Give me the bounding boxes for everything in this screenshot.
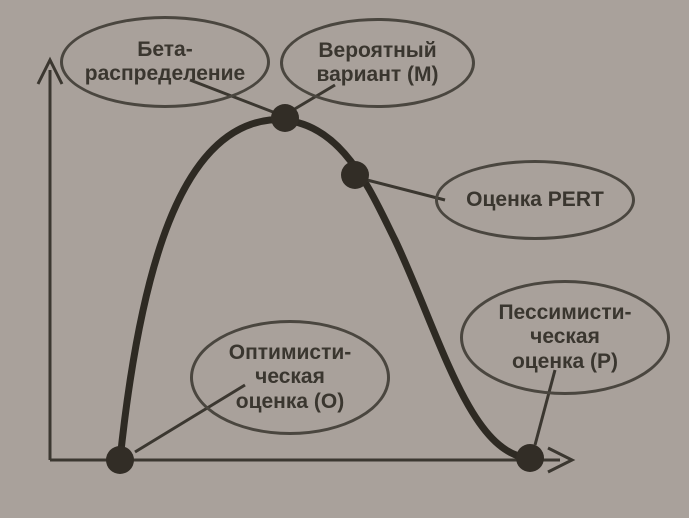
- label-optimistic-text: Оптимисти-ческаяоценка (O): [203, 341, 377, 413]
- label-pert-estimate-text: Оценка PERT: [448, 188, 622, 212]
- label-beta-distribution-text: Бета-распределение: [73, 38, 257, 86]
- label-most-likely: Вероятныйвариант (M): [280, 18, 475, 108]
- connector-pert: [367, 180, 445, 200]
- label-pessimistic: Пессимисти-ческаяоценка (P): [460, 280, 670, 395]
- point-pert: [341, 161, 369, 189]
- pert-beta-diagram: Бета-распределение Вероятныйвариант (M) …: [0, 0, 689, 518]
- point-pessimistic: [516, 444, 544, 472]
- label-most-likely-text: Вероятныйвариант (M): [293, 39, 462, 87]
- label-pert-estimate: Оценка PERT: [435, 160, 635, 240]
- label-pessimistic-text: Пессимисти-ческаяоценка (P): [473, 301, 657, 373]
- point-optimistic: [106, 446, 134, 474]
- label-optimistic: Оптимисти-ческаяоценка (O): [190, 320, 390, 435]
- point-peak: [271, 104, 299, 132]
- label-beta-distribution: Бета-распределение: [60, 16, 270, 108]
